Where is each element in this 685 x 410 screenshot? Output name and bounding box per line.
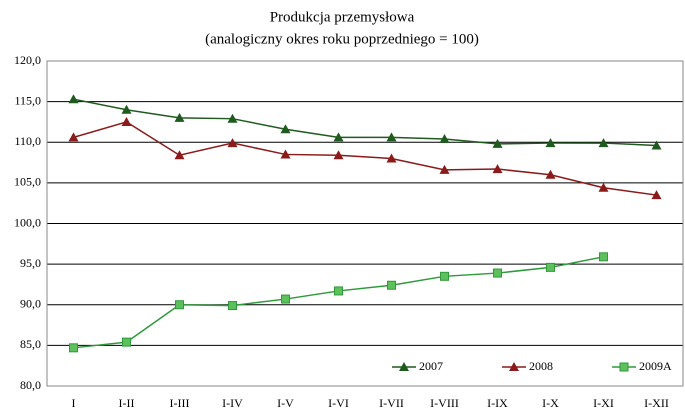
chart-subtitle: (analogiczny okres roku poprzedniego = 1… [205,31,479,47]
data-point [440,271,449,281]
x-tick-label: I-X [542,396,559,410]
data-point [545,138,556,148]
y-tick-label: 120,0 [14,53,41,67]
data-point [439,164,450,174]
legend-marker [509,362,519,371]
data-point [175,300,184,310]
data-point [227,113,238,123]
x-tick-label: I-V [277,396,294,410]
data-point [492,138,503,148]
data-point [545,169,556,179]
data-point [493,268,502,278]
data-point [546,262,555,272]
y-tick-label: 85,0 [20,337,41,351]
data-point [228,301,237,311]
legend-marker [619,362,629,372]
series-line [73,256,604,349]
x-tick-label: I-IX [487,396,508,410]
chart-title: Produkcja przemysłowa [270,9,415,25]
x-tick-label: I-VI [328,396,349,410]
data-point [280,124,291,134]
data-point [122,337,131,347]
data-point [281,294,290,304]
y-tick-label: 95,0 [20,256,41,270]
data-point [387,280,396,290]
data-point [69,343,78,353]
data-point [598,182,609,192]
y-tick-label: 105,0 [14,175,41,189]
data-point [280,149,291,159]
data-point [174,112,185,122]
data-point [68,94,79,104]
data-point [121,104,132,114]
x-tick-label: I-XII [644,396,669,410]
legend-label: 2008 [529,359,553,373]
x-tick-label: I-VII [379,396,404,410]
data-point [68,132,79,142]
data-point [651,140,662,150]
series-line [73,98,657,147]
data-point [386,132,397,142]
x-tick-label: I-II [119,396,135,410]
x-tick-label: I-VIII [430,396,459,410]
x-tick-label: I-XI [593,396,614,410]
data-point [439,134,450,143]
data-point [333,132,344,142]
y-tick-label: 110,0 [14,134,41,148]
data-point [227,138,238,148]
x-tick-label: I [72,396,76,410]
data-point [334,286,343,296]
data-point [651,190,662,200]
legend-label: 2009A [639,359,672,373]
data-point [492,164,503,174]
y-tick-label: 115,0 [14,93,41,107]
legend-label: 2007 [419,359,443,373]
data-point [333,150,344,160]
plot-border [46,60,684,387]
data-point [386,153,397,163]
y-tick-label: 90,0 [20,297,41,311]
y-tick-label: 100,0 [14,215,41,229]
legend-marker [399,362,409,371]
y-tick-label: 80,0 [20,378,41,392]
x-tick-label: I-IV [222,396,243,410]
series-line [73,121,657,196]
x-tick-label: I-III [170,396,190,410]
data-point [598,138,609,148]
data-point [599,252,608,262]
data-point [121,116,132,126]
data-point [174,150,185,160]
